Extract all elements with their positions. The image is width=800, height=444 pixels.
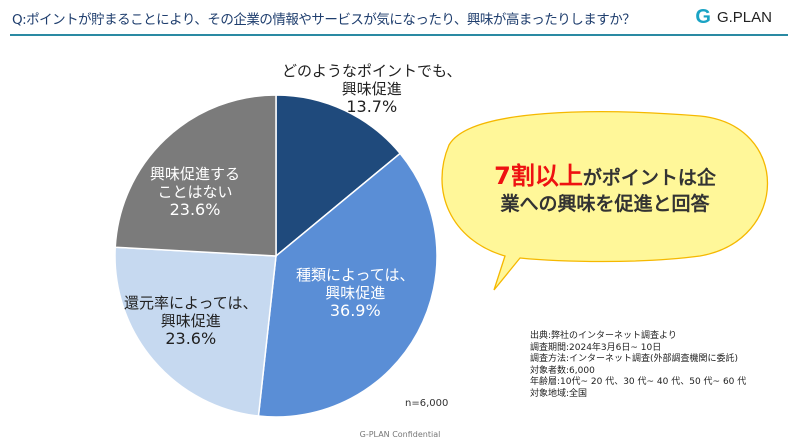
- slice-pct: 23.6%: [169, 200, 221, 219]
- callout-text: 7割以上がポイントは企 業への興味を促進と回答: [470, 163, 740, 217]
- pie-slice-2: [114, 246, 277, 417]
- slice-label-line: 興味促進する: [150, 165, 241, 183]
- slice-label-line: 興味促進: [341, 80, 402, 98]
- slice-pct: 13.7%: [346, 97, 398, 116]
- logo-text: G.PLAN: [716, 9, 772, 26]
- footer-confidential: G-PLAN Confidential: [359, 430, 441, 439]
- note-line: 調査方法:インターネット調査(外部調査機関に委託): [530, 354, 739, 364]
- slice-pct: 23.6%: [165, 329, 217, 348]
- g-logo-icon: G: [695, 6, 711, 28]
- pie-slice-0: [275, 94, 402, 258]
- slice-label-3: 興味促進する ことはない 23.6%: [150, 165, 240, 219]
- note-line: 対象地域:全国: [530, 388, 588, 399]
- sample-size: n=6,000: [405, 398, 449, 409]
- note-line: 対象者数:6,000: [530, 365, 595, 376]
- slice-label-0: どのようなポイントでも、 興味促進 13.7%: [282, 62, 462, 116]
- slice-label-line: 種類によっては、: [296, 266, 415, 284]
- gplan-logo: G G.PLAN: [695, 6, 772, 29]
- slice-label-2: 還元率によっては、 興味促進 23.6%: [124, 294, 258, 348]
- question-title: Q:ポイントが貯まることにより、その企業の情報やサービスが気になったり、興味が高…: [12, 12, 636, 28]
- note-line: 出典:弊社のインターネット調査より: [530, 331, 677, 341]
- callout-line2: 業への興味を促進と回答: [500, 193, 710, 215]
- slice-pct: 36.9%: [329, 301, 381, 320]
- note-line: 調査期間:2024年3月6日~ 10日: [530, 342, 662, 353]
- pie-slice-3: [114, 94, 277, 257]
- slice-label-line: ことはない: [157, 183, 233, 201]
- slice-label-1: 種類によっては、 興味促進 36.9%: [296, 266, 415, 320]
- callout-bubble: [441, 111, 769, 291]
- slice-label-line: どのようなポイントでも、: [282, 62, 462, 80]
- callout-line1: がポイントは企: [582, 167, 716, 189]
- slice-label-line: 興味促進: [325, 284, 386, 302]
- slice-label-line: 還元率によっては、: [124, 294, 258, 312]
- callout-highlight: 7割以上: [494, 162, 583, 190]
- note-line: 年齢層:10代~ 20 代、30 代~ 40 代、50 代~ 60 代: [530, 377, 747, 387]
- slice-label-line: 興味促進: [160, 312, 221, 330]
- title-divider: [10, 34, 788, 36]
- survey-notes: 出典:弊社のインターネット調査より 調査期間:2024年3月6日~ 10日 調査…: [530, 331, 746, 400]
- pie-slice-1: [257, 152, 438, 418]
